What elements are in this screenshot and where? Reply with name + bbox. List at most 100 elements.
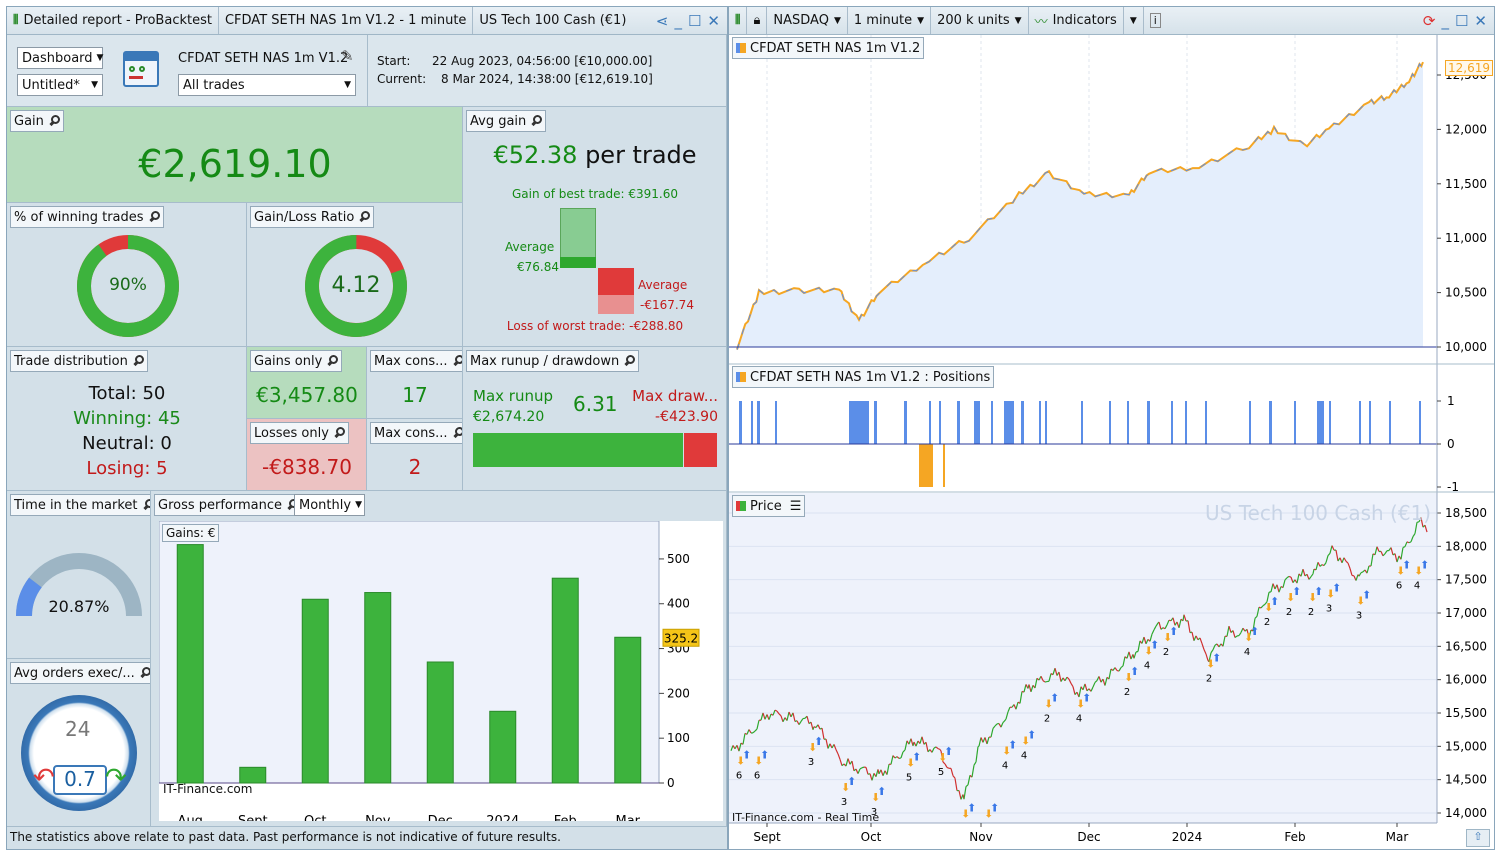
close-icon[interactable]: ✕: [1474, 11, 1487, 30]
price-segment: [780, 715, 784, 722]
sell-arrow-icon: ⬇: [1144, 644, 1153, 657]
wrench-icon[interactable]: [132, 355, 144, 367]
sell-arrow-icon: ⬇: [1414, 564, 1423, 577]
trade-count-label: 2: [1163, 647, 1169, 658]
long-position-24: [1269, 401, 1272, 444]
price-segment: [792, 712, 796, 722]
price-segment: [810, 722, 814, 730]
equity-legend-icon: [736, 43, 746, 53]
max-runup-label: Max runup: [473, 387, 553, 405]
minimize-icon[interactable]: _: [674, 11, 682, 30]
y-tick-label: 11,000: [1445, 231, 1487, 245]
donut-gain: [305, 235, 407, 337]
trade-distribution-label: Trade distribution: [10, 350, 148, 372]
timeframe-select[interactable]: 1 minute ▼: [848, 7, 932, 34]
x-tick-label: Oct: [304, 814, 326, 821]
losing-trades: Losing: 5: [86, 458, 168, 479]
price-segment: [1266, 592, 1270, 602]
clock-dial: 24: [65, 717, 91, 741]
price-segment: [1210, 649, 1214, 654]
refresh-icon[interactable]: ⟳: [1422, 11, 1436, 30]
max-cons-win-panel: Max cons... 17: [367, 347, 463, 419]
maximize-icon[interactable]: ☐: [1454, 11, 1469, 30]
title-strategy[interactable]: CFDAT SETH NAS 1m V1.2 - 1 minute: [219, 7, 474, 34]
edit-icon[interactable]: ✎: [341, 47, 354, 65]
price-segment: [788, 711, 792, 718]
market-select[interactable]: NASDAQ ▼: [767, 7, 848, 34]
price-segment: [942, 761, 946, 765]
price-segment: [1382, 553, 1386, 557]
view-select[interactable]: Dashboard ▼: [17, 47, 103, 69]
price-segment: [1306, 574, 1310, 580]
gross-watermark: IT-Finance.com: [163, 782, 253, 796]
price-segment: [1282, 579, 1286, 588]
lock-toolbar-icon[interactable]: 🔒︎: [747, 7, 768, 34]
price-segment: [1019, 691, 1023, 704]
price-segment: [847, 758, 851, 765]
sell-arrow-icon: ⬇: [808, 741, 817, 754]
wrench-icon[interactable]: [623, 355, 636, 367]
wrench-icon[interactable]: [139, 667, 150, 679]
wrench-icon[interactable]: [333, 427, 345, 439]
price-segment: [980, 737, 984, 743]
candles-toolbar-icon[interactable]: ⫴: [729, 7, 748, 34]
losses-only-panel: Losses only -€838.70: [247, 419, 367, 491]
indicators-dropdown[interactable]: ▼: [1124, 7, 1144, 34]
avg-orders-value: 0.7: [64, 767, 96, 791]
trade-count-label: 4: [1076, 714, 1082, 725]
wrench-icon[interactable]: [142, 499, 150, 511]
wrench-icon[interactable]: [148, 211, 160, 223]
price-segment: [1360, 571, 1364, 574]
trades-select[interactable]: All trades ▼: [178, 74, 356, 96]
wrench-icon[interactable]: [452, 355, 462, 367]
bar-feb: [551, 577, 579, 784]
avg-loss-value: -€167.74: [640, 298, 694, 312]
price-segment: [1396, 555, 1400, 563]
positions-label: CFDAT SETH NAS 1m V1.2 : Positions: [732, 366, 995, 388]
long-position-8: [939, 401, 941, 444]
scroll-up-button[interactable]: ⇧: [1466, 829, 1490, 847]
price-segment: [1335, 549, 1339, 562]
indicators-button[interactable]: 〰 Indicators: [1029, 7, 1124, 34]
buy-arrow-icon: ⬆: [1050, 692, 1059, 705]
wrench-icon[interactable]: [358, 211, 371, 223]
maximize-icon[interactable]: ☐: [687, 11, 702, 30]
price-segment: [1023, 684, 1027, 693]
close-icon[interactable]: ✕: [707, 11, 720, 30]
y-tick-label: 0: [667, 776, 675, 790]
title-instrument[interactable]: US Tech 100 Cash (€1): [479, 13, 627, 28]
price-segment: [1052, 668, 1056, 675]
price-segment: [1160, 627, 1164, 630]
sell-arrow-icon: ⬇: [1326, 588, 1335, 601]
price-segment: [933, 746, 937, 749]
buy-arrow-icon: ⬆: [1402, 558, 1411, 571]
share-icon[interactable]: ⋖: [655, 11, 669, 30]
price-segment: [865, 767, 869, 775]
long-position-0: [739, 401, 742, 444]
price-segment: [1072, 686, 1076, 695]
list-icon[interactable]: ☰: [789, 498, 802, 514]
wrench-icon[interactable]: [48, 115, 60, 127]
runup-panel: Max runup / drawdown Max runup €2,674.20…: [463, 347, 727, 491]
profile-select[interactable]: Untitled* ▼: [17, 74, 103, 96]
info-button[interactable]: i: [1144, 7, 1167, 34]
wrench-icon[interactable]: [326, 355, 339, 367]
price-segment: [738, 742, 742, 752]
wrench-icon[interactable]: [530, 115, 543, 127]
y-tick-label: 1: [1447, 394, 1455, 408]
price-segment: [1302, 569, 1306, 577]
price-segment: [967, 775, 971, 786]
report-icon[interactable]: [123, 51, 159, 87]
x-tick-label: 2024: [486, 814, 519, 821]
period-select[interactable]: Monthly ▼: [294, 494, 365, 516]
price-watermark: US Tech 100 Cash (€1): [1205, 501, 1432, 525]
sell-arrow-icon: ⬇: [961, 808, 970, 821]
buy-arrow-icon: ⬆: [1169, 625, 1178, 638]
long-position-20: [1171, 401, 1173, 444]
wrench-icon[interactable]: [452, 427, 462, 439]
title-app[interactable]: ⫴ Detailed report - ProBacktest: [7, 7, 219, 34]
minimize-icon[interactable]: _: [1441, 11, 1449, 30]
units-select[interactable]: 200 k units ▼: [931, 7, 1029, 34]
price-segment: [1319, 564, 1323, 567]
